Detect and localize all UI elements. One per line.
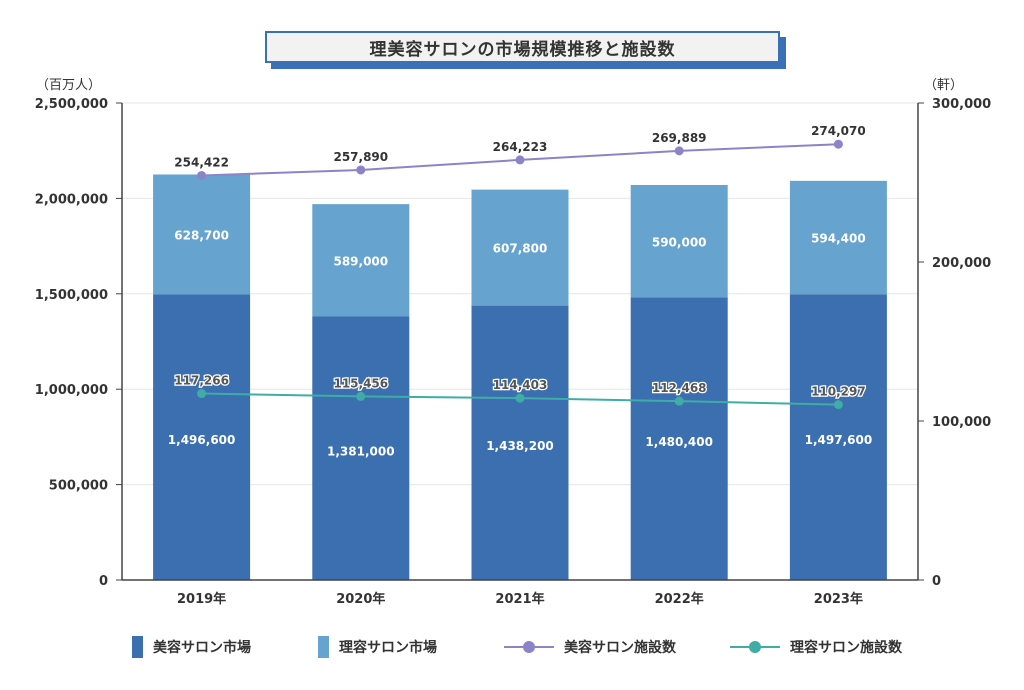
point-riyou-4 xyxy=(833,400,843,410)
bar-label: 1,438,200 xyxy=(486,439,554,453)
point-label: 117,266 xyxy=(174,374,229,388)
point-riyou-1 xyxy=(356,391,366,401)
legend-label-riyou-market: 理容サロン市場 xyxy=(339,640,437,656)
point-label: 254,422 xyxy=(174,155,229,169)
legend-item-biyou-count: 美容サロン施設数 xyxy=(504,636,676,658)
legend-swatch-riyou-market xyxy=(318,636,329,658)
bar-riyou-4 xyxy=(789,180,887,295)
bar-label: 1,496,600 xyxy=(168,433,236,447)
point-biyou-4 xyxy=(833,139,843,149)
bar-label: 1,381,000 xyxy=(327,444,395,458)
left-tick-label: 2,500,000 xyxy=(35,97,108,112)
legend-label-biyou-count: 美容サロン施設数 xyxy=(564,640,676,656)
left-tick-label: 500,000 xyxy=(49,479,108,494)
bar-riyou-3 xyxy=(630,184,728,298)
bar-label: 1,480,400 xyxy=(645,435,713,449)
bar-label: 589,000 xyxy=(333,254,388,268)
point-label: 264,223 xyxy=(493,140,548,154)
bar-label: 628,700 xyxy=(174,228,229,242)
point-biyou-0 xyxy=(197,170,207,180)
legend-swatch-biyou-market xyxy=(132,636,143,658)
point-biyou-3 xyxy=(674,146,684,156)
point-riyou-3 xyxy=(674,396,684,406)
point-biyou-2 xyxy=(515,155,525,165)
right-tick-label: 200,000 xyxy=(932,256,991,271)
left-axis-unit: （百万人） xyxy=(36,78,102,93)
legend: 美容サロン市場 理容サロン市場 美容サロン施設数 理容サロン施設数 xyxy=(0,636,1024,660)
point-biyou-1 xyxy=(356,165,366,175)
legend-swatch-biyou-count xyxy=(504,636,554,658)
bar-riyou-1 xyxy=(312,204,410,317)
point-label: 257,890 xyxy=(333,150,388,164)
bar-label: 594,400 xyxy=(811,232,866,246)
point-label: 112,468 xyxy=(652,381,707,395)
bar-biyou-1 xyxy=(312,316,410,580)
point-riyou-2 xyxy=(515,393,525,403)
legend-label-biyou-market: 美容サロン市場 xyxy=(153,640,251,656)
point-label: 110,297 xyxy=(811,385,866,399)
left-tick-label: 0 xyxy=(99,574,108,589)
point-label: 115,456 xyxy=(333,376,388,390)
legend-item-riyou-market: 理容サロン市場 xyxy=(318,636,437,658)
x-tick-label: 2023年 xyxy=(814,591,863,607)
right-axis-unit: （軒） xyxy=(924,78,964,93)
bar-biyou-3 xyxy=(630,297,728,580)
bar-biyou-4 xyxy=(789,294,887,580)
x-tick-label: 2022年 xyxy=(655,591,704,607)
bar-biyou-2 xyxy=(471,305,569,580)
legend-label-riyou-count: 理容サロン施設数 xyxy=(790,640,902,656)
x-tick-label: 2019年 xyxy=(177,591,226,607)
chart-title: 理美容サロンの市場規模推移と施設数 xyxy=(369,39,676,60)
left-tick-label: 1,000,000 xyxy=(35,383,108,398)
x-tick-label: 2021年 xyxy=(495,591,544,607)
bar-riyou-2 xyxy=(471,189,569,306)
bar-biyou-0 xyxy=(153,294,251,580)
x-tick-label: 2020年 xyxy=(336,591,385,607)
right-tick-label: 100,000 xyxy=(932,415,991,430)
point-riyou-0 xyxy=(197,389,207,399)
right-tick-label: 0 xyxy=(932,574,941,589)
legend-item-biyou-market: 美容サロン市場 xyxy=(132,636,251,658)
chart-title-box: 理美容サロンの市場規模推移と施設数 xyxy=(265,31,780,63)
bar-label: 607,800 xyxy=(493,242,548,256)
bar-label: 590,000 xyxy=(652,235,707,249)
point-label: 269,889 xyxy=(652,131,707,145)
legend-item-riyou-count: 理容サロン施設数 xyxy=(730,636,902,658)
left-tick-label: 2,000,000 xyxy=(35,192,108,207)
bar-label: 1,497,600 xyxy=(805,433,873,447)
legend-swatch-riyou-count xyxy=(730,636,780,658)
point-label: 114,403 xyxy=(493,378,548,392)
right-tick-label: 300,000 xyxy=(932,97,991,112)
bar-riyou-0 xyxy=(153,174,251,295)
point-label: 274,070 xyxy=(811,124,866,138)
left-tick-label: 1,500,000 xyxy=(35,288,108,303)
